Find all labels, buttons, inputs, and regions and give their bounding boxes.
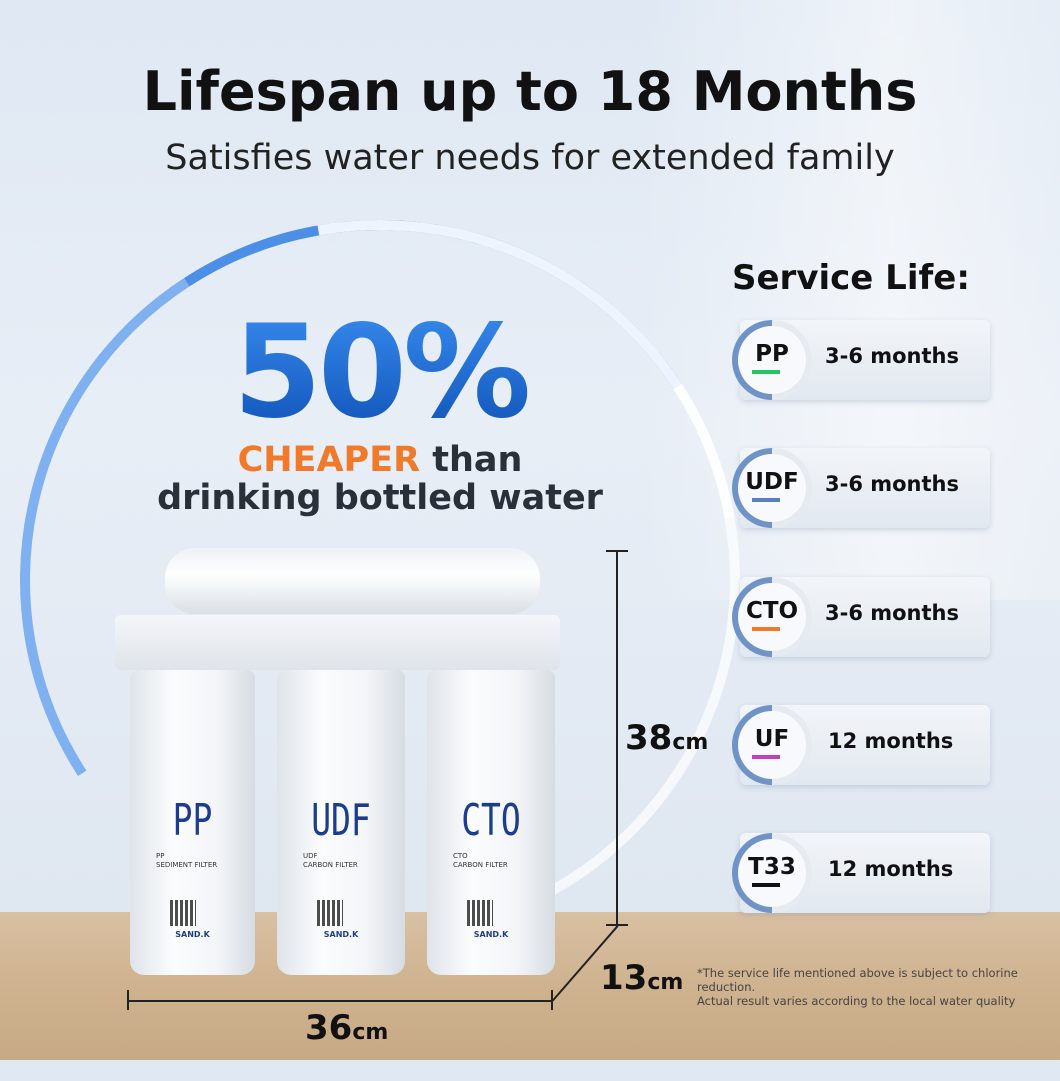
bottled-water-line: drinking bottled water [157,478,603,518]
depth-value: 13 [600,958,648,998]
filter-bracket [115,615,560,670]
filter-color-bar [752,755,780,759]
filter-cartridge: UDF UDF CARBON FILTER SAND.K [277,670,405,975]
filter-code: CTO [738,583,806,651]
cartridge-code: UDF [303,852,318,860]
cartridge-desc: PP SEDIMENT FILTER [156,852,217,870]
cartridge-type: CARBON FILTER [303,861,358,869]
brand-logo: SAND.K [175,930,210,939]
filter-badge-ring: CTO [732,577,812,657]
filter-color-bar [752,370,780,374]
service-life-card: CTO 3-6 months [732,577,990,657]
width-label: 36cm [305,1008,388,1048]
cartridge-type: CARBON FILTER [453,861,508,869]
footnote: *The service life mentioned above is sub… [697,966,1060,1008]
cheaper-word: CHEAPER [237,440,421,480]
height-tick-top [606,550,628,552]
filter-code: PP [738,326,806,394]
footnote-line1: *The service life mentioned above is sub… [697,966,1018,994]
service-life-card: UF 12 months [732,705,990,785]
cartridge-code: PP [156,852,165,860]
cartridge-type: SEDIMENT FILTER [156,861,218,869]
headline: Lifespan up to 18 Months [142,60,918,123]
height-value: 38 [625,718,673,758]
filter-badge-ring: T33 [732,833,812,913]
filter-code: T33 [738,839,806,907]
filter-cartridge: PP PP SEDIMENT FILTER SAND.K [130,670,255,975]
height-label: 38cm [625,718,708,758]
footnote-line2: Actual result varies according to the lo… [697,994,1016,1008]
brand-logo: SAND.K [323,930,359,939]
service-life-card: UDF 3-6 months [732,448,990,528]
cartridge-code: CTO [453,852,468,860]
cartridge-label: CTO [461,795,521,846]
filter-badge-ring: PP [732,320,812,400]
brand-logo: SAND.K [473,930,509,939]
subheadline: Satisfies water needs for extended famil… [165,138,895,178]
filter-life: 3-6 months [825,344,959,368]
height-tick-bottom [606,924,628,926]
cartridge-label: UDF [311,795,371,846]
cheaper-line: CHEAPER than [150,440,610,480]
filter-code: UF [738,711,806,779]
filter-color-bar [752,883,780,887]
filter-cartridge: CTO CTO CARBON FILTER SAND.K [427,670,555,975]
service-life-card: T33 12 months [732,833,990,913]
depth-unit: cm [647,970,684,995]
cartridge-desc: CTO CARBON FILTER [453,852,508,870]
filter-life: 3-6 months [825,472,959,496]
filter-badge-ring: UF [732,705,812,785]
qr-code-icon [467,900,493,926]
qr-code-icon [170,900,196,926]
filter-code: UDF [738,454,806,522]
width-dimension-line [128,1000,553,1002]
than-word: than [420,440,523,480]
qr-code-icon [317,900,343,926]
service-life-card: PP 3-6 months [732,320,990,400]
filter-color-bar [752,498,780,502]
width-value: 36 [305,1008,353,1048]
width-tick-left [127,990,129,1010]
filter-badge-ring: UDF [732,448,812,528]
percent-saving: 50% [150,298,610,447]
service-life-heading: Service Life: [732,258,970,298]
filter-life: 3-6 months [825,601,959,625]
height-dimension-line [616,550,618,925]
height-unit: cm [672,730,709,755]
inline-filter-tube [165,548,540,614]
filter-color-bar [752,627,780,631]
filter-life: 12 months [828,857,954,881]
cartridge-desc: UDF CARBON FILTER [303,852,358,870]
width-unit: cm [352,1020,389,1045]
cartridge-label: PP [172,795,213,846]
depth-label: 13cm [600,958,683,998]
filter-life: 12 months [828,729,954,753]
